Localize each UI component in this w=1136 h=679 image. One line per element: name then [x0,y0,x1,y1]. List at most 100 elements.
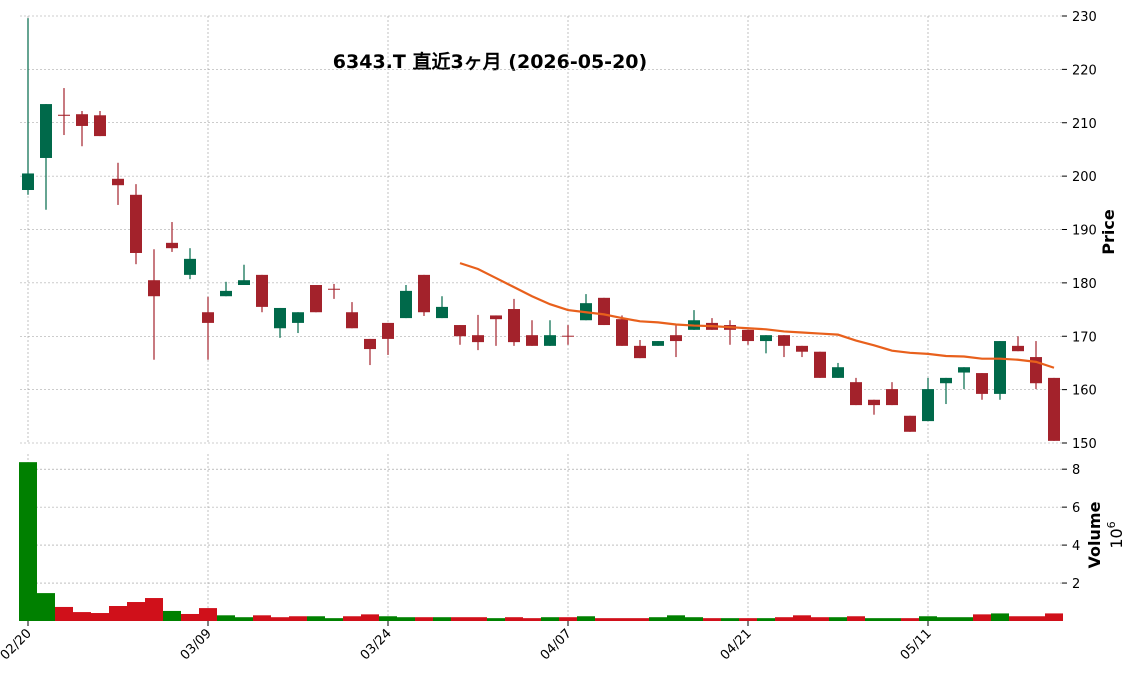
candle-body [1048,377,1060,441]
volume-bar [811,617,829,621]
candle-body [166,242,178,249]
volume-bar [667,615,685,621]
volume-bar [577,616,595,621]
volume-bar [685,617,703,621]
volume-bar [253,615,271,621]
volume-bar [19,462,37,621]
y-tick-label: 190 [1072,224,1097,239]
volume-bar [721,618,739,621]
volume-bar [271,617,289,621]
volume-bar [307,616,325,621]
volume-bar [775,617,793,621]
candle-body [436,306,448,319]
y-tick-label: 170 [1072,330,1097,345]
volume-bar [847,616,865,621]
volume-bar [145,598,163,621]
candle-body [886,389,898,406]
y-tick-label: 210 [1072,117,1097,132]
candle-body [994,341,1006,394]
volume-bar [541,617,559,621]
volume-bar [217,615,235,621]
volume-bar [739,618,757,621]
candle-body [508,309,520,343]
candle-body [544,335,556,346]
volume-bar [649,617,667,621]
moving-average-line [459,262,1055,369]
x-tick-label: 04/07 [538,626,575,663]
volume-bar [1009,616,1027,621]
candle-body [382,322,394,339]
volume-bar [1027,616,1045,621]
volume-bar [109,606,127,621]
volume-bar [199,608,217,621]
candle-body [94,115,106,137]
volume-bar [937,617,955,621]
y-tick-label: 220 [1072,63,1097,78]
candle-body [292,312,304,323]
volume-bar [379,616,397,621]
candle-body [400,290,412,319]
y-tick-label: 200 [1072,170,1097,185]
candle-body [76,114,88,126]
candle-body [778,335,790,346]
volume-bar [163,610,181,621]
candle-body [562,335,574,337]
volume-bar [793,615,811,621]
volume-bar [883,618,901,621]
volume-bar [829,617,847,621]
volume-bar [397,617,415,621]
candle-body [616,319,628,346]
volume-bar [901,618,919,621]
candle-body [472,335,484,343]
candle-body [940,377,952,384]
volume-bar [523,618,541,621]
volume-multiplier: 106 [1105,521,1126,548]
volume-bar [919,616,937,621]
volume-bar [415,617,433,621]
volume-bar [433,617,451,621]
candle-body [832,367,844,378]
volume-bar [235,617,253,621]
candle-body [1012,345,1024,352]
candle-body [238,280,250,286]
volume-bar [505,617,523,621]
candle-body [184,258,196,275]
volume-bar [613,618,631,621]
volume-bar [1045,613,1063,621]
y-tick-label: 180 [1072,277,1097,292]
candle-body [328,288,340,290]
volume-bar [361,614,379,621]
candle-body [868,399,880,406]
candle-body [112,178,124,186]
y-tick-label: 6 [1072,501,1080,516]
candle-body [652,341,664,346]
candle-body [256,274,268,307]
candle-body [130,194,142,253]
multiplier-exponent: 6 [1105,521,1118,528]
candle-body [40,104,52,158]
candle-body [976,373,988,394]
volume-bar [73,612,91,621]
volume-bar [325,618,343,621]
volume-bar [37,593,55,621]
volume-bar [469,617,487,621]
volume-bar [595,618,613,621]
candle-body [202,312,214,323]
candle-body [310,285,322,313]
candle-body [526,335,538,346]
volume-bar [991,613,1009,621]
volume-bar [955,617,973,621]
candle-body [346,312,358,329]
volume-bar [451,617,469,621]
candle-body [850,382,862,406]
volume-bar [487,618,505,621]
y-tick-label: 4 [1072,539,1080,554]
volume-bar [91,613,109,621]
y-tick-label: 8 [1072,463,1080,478]
volume-axis-label: Volume [1085,501,1104,568]
candle-body [742,329,754,342]
candle-body [814,351,826,378]
candle-body [58,114,70,116]
candle-body [418,274,430,313]
